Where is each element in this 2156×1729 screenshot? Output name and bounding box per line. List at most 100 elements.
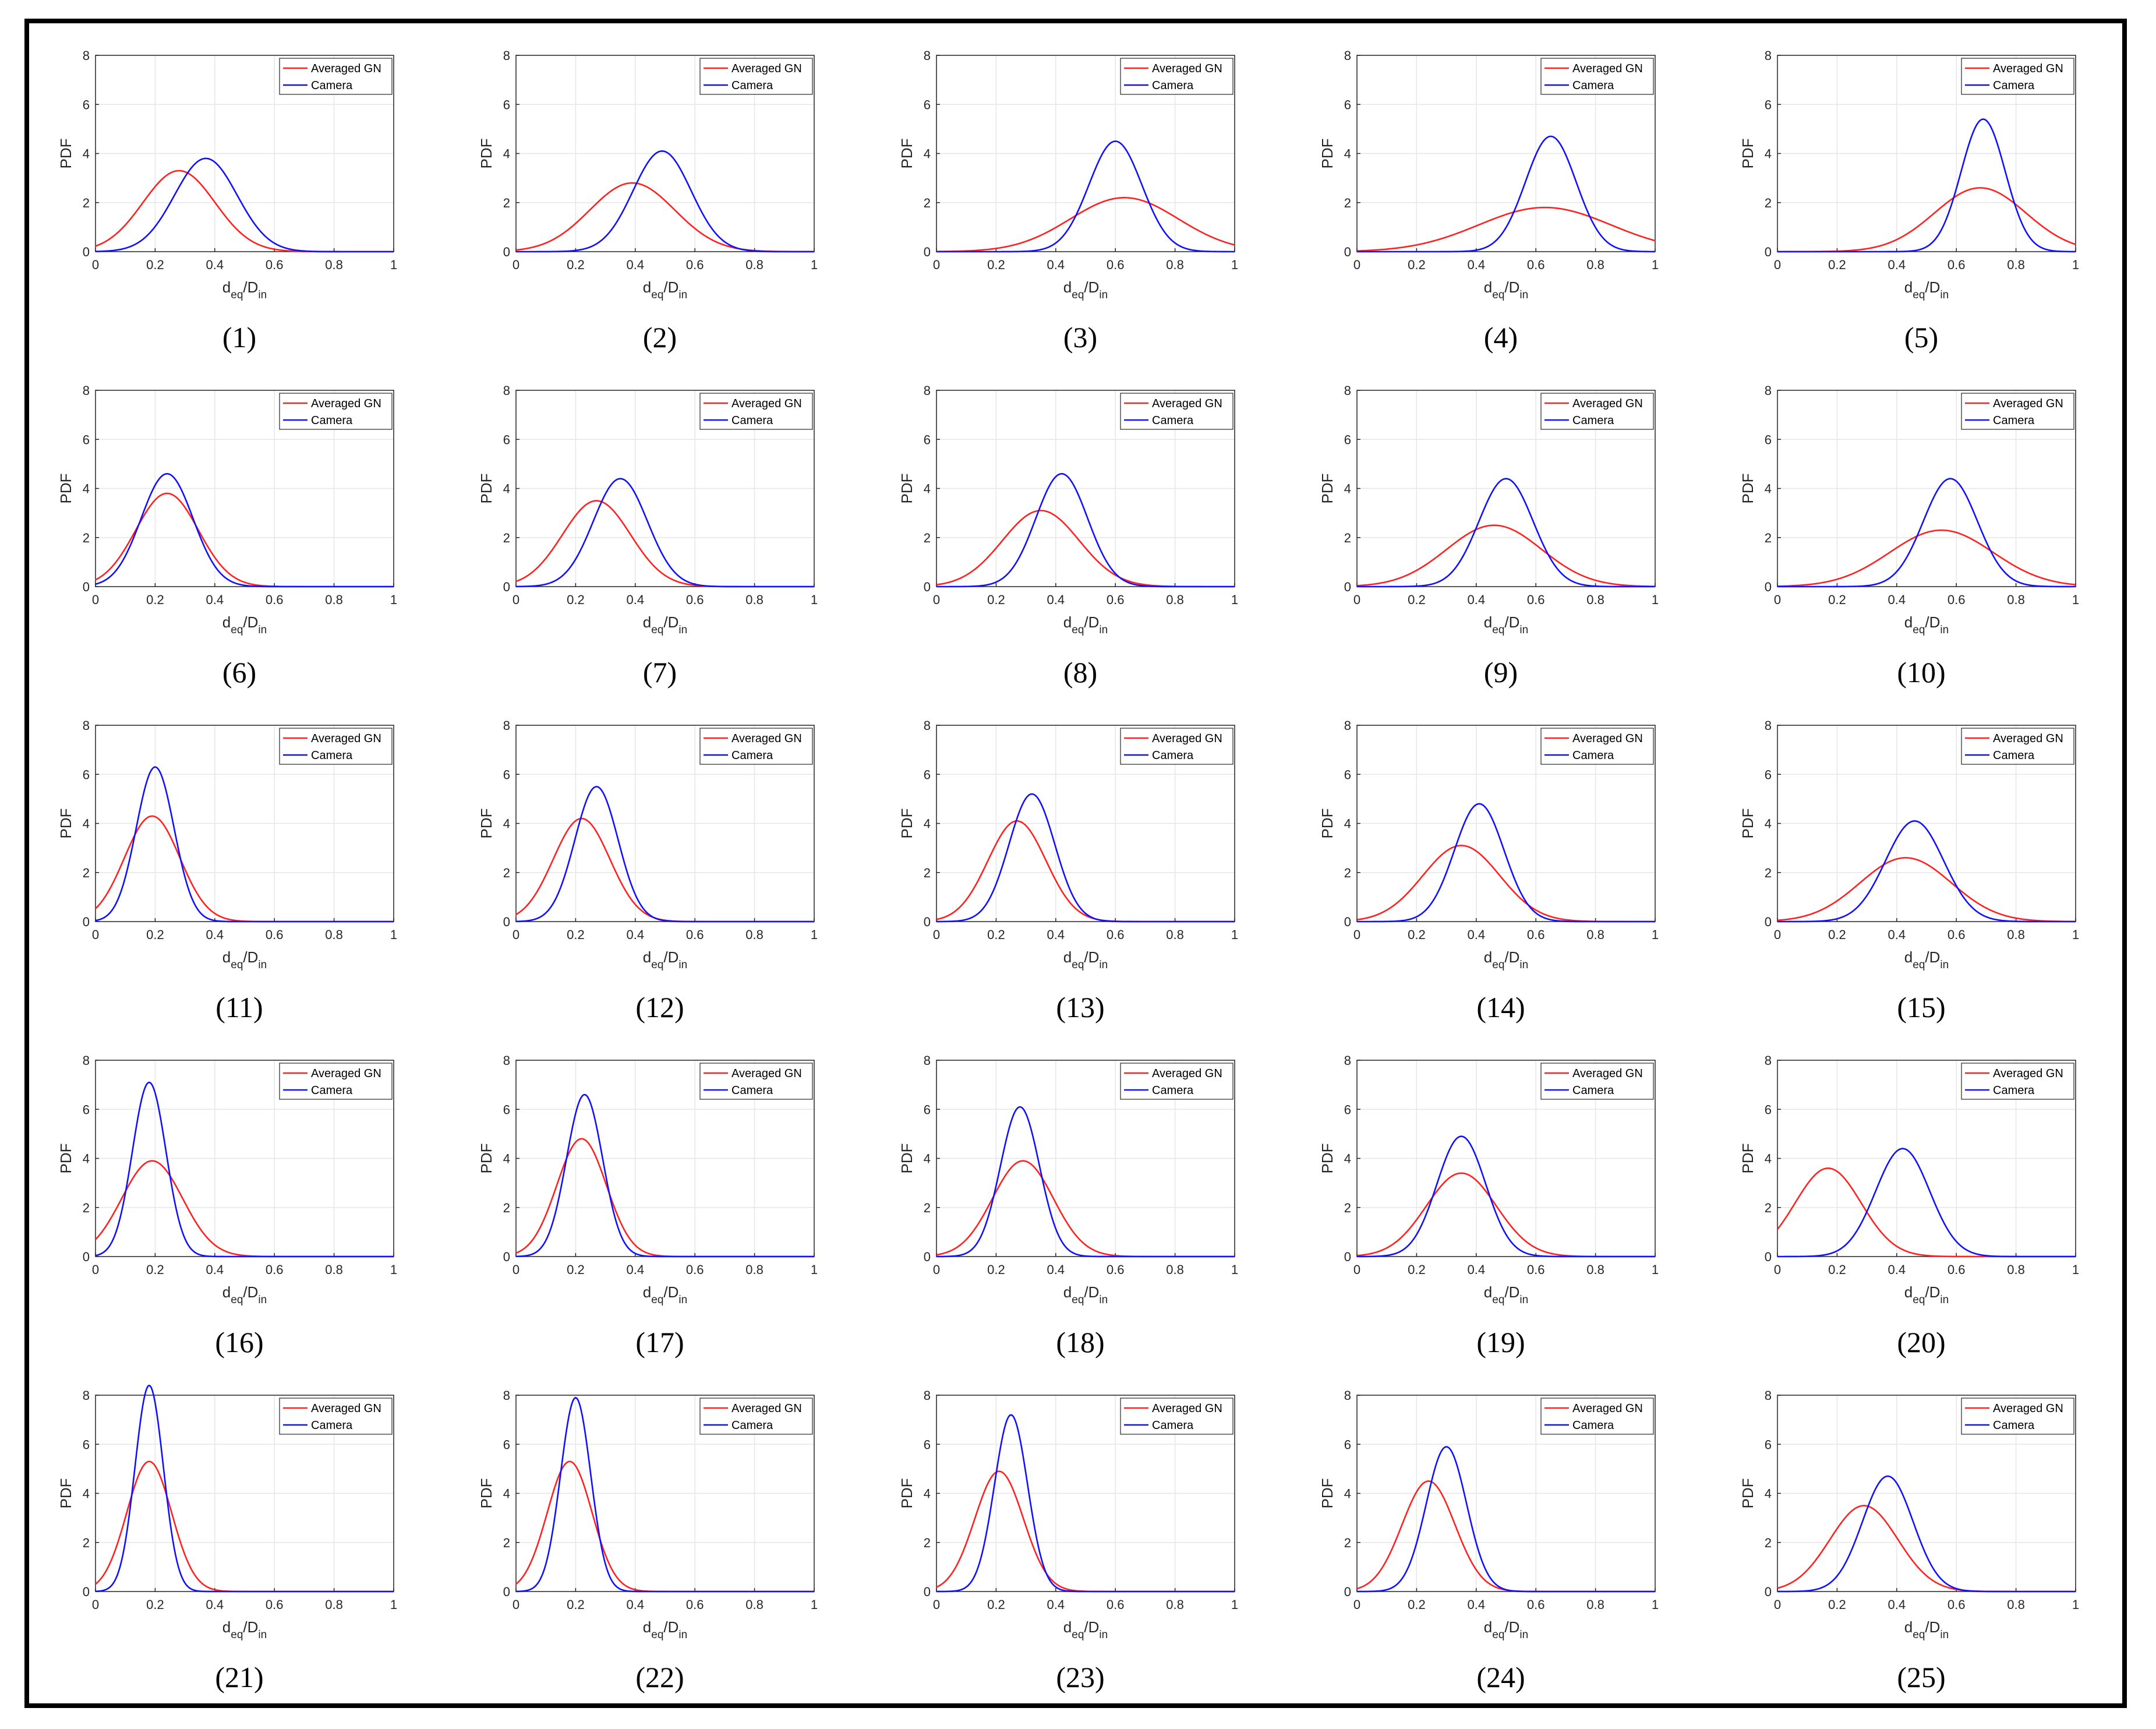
- y-tick-label: 0: [83, 580, 90, 594]
- legend-label: Camera: [1572, 414, 1614, 427]
- x-tick-label: 0.6: [1948, 927, 1966, 942]
- x-tick-label: 0: [92, 1262, 99, 1277]
- legend-label: Camera: [311, 749, 353, 762]
- x-tick-label: 0.8: [1166, 257, 1184, 272]
- legend-box: [1120, 393, 1233, 430]
- y-tick-label: 6: [83, 1102, 90, 1117]
- x-tick-label: 0: [933, 592, 940, 607]
- legend-label: Averaged GN: [731, 1067, 802, 1080]
- x-tick-label: 0.8: [325, 1262, 343, 1277]
- legend-label: Camera: [1152, 79, 1194, 92]
- x-tick-label: 0.4: [206, 927, 224, 942]
- subplot-13: 0 0.2 0.4 0.6 0.8 1 0 2 4 6 8 PDF deq/Din Averaged GN…: [870, 693, 1291, 1028]
- y-tick-label: 8: [83, 383, 90, 398]
- x-tick-label: 0.8: [745, 927, 764, 942]
- series-line-camera: [1357, 803, 1655, 923]
- subplot-label: (22): [635, 1661, 684, 1693]
- y-tick-label: 8: [924, 1388, 931, 1403]
- x-axis-label: deq/Din: [222, 613, 267, 636]
- subplot-chart: 0 0.2 0.4 0.6 0.8 1 0 2 4 6 8 PDF deq/Din Averaged GN…: [1739, 718, 2079, 971]
- subplot-chart: 0 0.2 0.4 0.6 0.8 1 0 2 4 6 8 PDF deq/Din Averaged GN…: [898, 718, 1238, 971]
- y-tick-label: 0: [503, 915, 510, 929]
- x-tick-label: 0.2: [146, 1262, 164, 1277]
- subplot-14: 0 0.2 0.4 0.6 0.8 1 0 2 4 6 8 PDF deq/Din Averaged GN…: [1291, 693, 1711, 1028]
- x-tick-label: 1: [1652, 927, 1659, 942]
- x-tick-label: 0.8: [1586, 592, 1604, 607]
- subplot-label: (10): [1897, 656, 1946, 689]
- y-tick-label: 8: [1344, 1388, 1351, 1403]
- y-axis-label: PDF: [1319, 1144, 1336, 1174]
- y-tick-label: 2: [503, 531, 510, 545]
- y-tick-label: 8: [83, 48, 90, 63]
- legend-box: [1540, 393, 1654, 430]
- y-tick-label: 4: [1765, 1152, 1772, 1166]
- subplot-label: (8): [1063, 656, 1098, 689]
- y-tick-label: 0: [83, 1250, 90, 1264]
- x-tick-label: 0.2: [567, 592, 585, 607]
- legend-box: [699, 728, 813, 765]
- legend-label: Averaged GN: [1152, 397, 1222, 410]
- y-tick-label: 4: [924, 1152, 931, 1166]
- y-tick-label: 6: [924, 1437, 931, 1452]
- x-axis-label: deq/Din: [1063, 613, 1108, 636]
- subplot-21: 0 0.2 0.4 0.6 0.8 1 0 2 4 6 8 PDF deq/Din Averaged GN…: [29, 1363, 450, 1698]
- y-tick-label: 8: [503, 718, 510, 733]
- legend-label: Camera: [731, 1419, 773, 1432]
- legend-label: Camera: [311, 1419, 353, 1432]
- y-tick-label: 2: [1344, 531, 1351, 545]
- y-tick-label: 0: [83, 1585, 90, 1599]
- x-axis-label: deq/Din: [643, 948, 687, 971]
- y-axis-label: PDF: [478, 139, 495, 169]
- legend-label: Camera: [1152, 1084, 1194, 1097]
- y-axis-label: PDF: [478, 1479, 495, 1509]
- subplot-23: 0 0.2 0.4 0.6 0.8 1 0 2 4 6 8 PDF deq/Din Averaged GN…: [870, 1363, 1291, 1698]
- y-tick-label: 4: [924, 1487, 931, 1501]
- x-tick-label: 0.8: [2007, 927, 2025, 942]
- x-tick-label: 0: [513, 1597, 519, 1612]
- x-tick-label: 0.4: [1888, 927, 1906, 942]
- y-tick-label: 2: [1765, 196, 1772, 210]
- y-tick-label: 0: [1344, 915, 1351, 929]
- x-tick-label: 0: [1774, 1262, 1781, 1277]
- y-axis-label: PDF: [1319, 139, 1336, 169]
- legend-label: Averaged GN: [731, 397, 802, 410]
- x-tick-label: 0.6: [1948, 592, 1966, 607]
- x-tick-label: 0.8: [745, 1262, 764, 1277]
- x-tick-label: 0.2: [1828, 257, 1846, 272]
- x-tick-label: 1: [811, 1262, 818, 1277]
- y-tick-label: 8: [1344, 383, 1351, 398]
- x-tick-label: 0.2: [1408, 257, 1426, 272]
- subplot-5: 0 0.2 0.4 0.6 0.8 1 0 2 4 6 8 PDF deq/Din Averaged GN…: [1711, 23, 2132, 358]
- x-axis-label: deq/Din: [1063, 278, 1108, 301]
- y-tick-label: 4: [503, 1487, 510, 1501]
- y-tick-label: 0: [503, 1585, 510, 1599]
- y-tick-label: 6: [924, 1102, 931, 1117]
- x-axis-label: deq/Din: [222, 948, 267, 971]
- x-tick-label: 0.6: [1107, 1262, 1125, 1277]
- x-tick-label: 0.4: [206, 257, 224, 272]
- x-tick-label: 1: [1231, 927, 1238, 942]
- subplot-19: 0 0.2 0.4 0.6 0.8 1 0 2 4 6 8 PDF deq/Din Averaged GN…: [1291, 1028, 1711, 1363]
- y-tick-label: 8: [1765, 1053, 1772, 1068]
- series-line-camera: [936, 472, 1235, 588]
- legend-label: Averaged GN: [1152, 732, 1222, 745]
- y-tick-label: 4: [503, 147, 510, 161]
- series-line-camera: [1777, 478, 2076, 588]
- x-axis-label: deq/Din: [1484, 948, 1528, 971]
- x-tick-label: 0.8: [1166, 1262, 1184, 1277]
- subplot-chart: 0 0.2 0.4 0.6 0.8 1 0 2 4 6 8 PDF deq/Din Averaged GN…: [478, 1053, 818, 1306]
- subplot-chart: 0 0.2 0.4 0.6 0.8 1 0 2 4 6 8 PDF deq/Din Averaged GN…: [478, 48, 818, 301]
- subplot-label: (2): [642, 321, 677, 354]
- subplot-9: 0 0.2 0.4 0.6 0.8 1 0 2 4 6 8 PDF deq/Din Averaged GN…: [1291, 358, 1711, 693]
- y-tick-label: 4: [1344, 817, 1351, 831]
- y-tick-label: 4: [503, 817, 510, 831]
- x-axis-label: deq/Din: [1484, 1283, 1528, 1306]
- x-tick-label: 0.8: [1586, 257, 1604, 272]
- legend-label: Camera: [1152, 1419, 1194, 1432]
- x-tick-label: 1: [1652, 592, 1659, 607]
- x-tick-label: 0: [1774, 927, 1781, 942]
- y-tick-label: 8: [503, 48, 510, 63]
- x-tick-label: 0.4: [1047, 1262, 1065, 1277]
- y-tick-label: 6: [503, 432, 510, 447]
- x-tick-label: 1: [390, 592, 397, 607]
